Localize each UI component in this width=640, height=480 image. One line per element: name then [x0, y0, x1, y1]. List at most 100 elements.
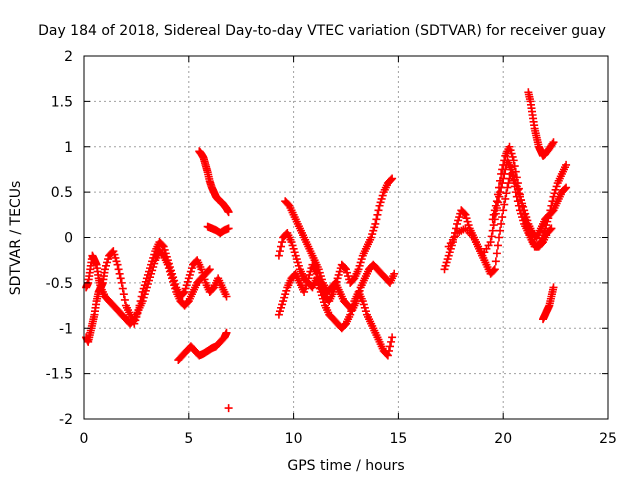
data-point [501, 194, 510, 203]
axis-ticks [83, 55, 609, 420]
data-point [384, 346, 393, 355]
data-point [499, 160, 508, 169]
data-point [373, 210, 382, 219]
data-point [179, 289, 188, 298]
data-point [511, 167, 520, 176]
data-point [471, 238, 480, 247]
data-point [500, 156, 509, 165]
x-tick-label: 10 [285, 431, 303, 447]
data-point [113, 260, 122, 269]
data-point [492, 197, 501, 206]
data-point [277, 242, 286, 251]
data-point [205, 265, 214, 274]
data-point [521, 215, 530, 224]
data-point [224, 224, 233, 233]
data-point [548, 197, 557, 206]
data-point [513, 179, 522, 188]
data-point [476, 247, 485, 256]
x-axis-label: GPS time / hours [287, 458, 404, 474]
data-point [488, 215, 497, 224]
data-point [383, 351, 392, 360]
x-tick-label: 0 [80, 431, 89, 447]
data-point [545, 210, 554, 219]
data-point [120, 295, 129, 304]
data-point [547, 201, 556, 210]
data-point [561, 184, 570, 193]
data-point [502, 189, 511, 198]
data-point [487, 232, 496, 241]
data-point [562, 183, 571, 192]
data-point [491, 201, 500, 210]
data-point [274, 251, 283, 260]
data-point [388, 174, 397, 183]
data-point [495, 233, 504, 242]
data-point [489, 221, 498, 230]
data-point [491, 257, 500, 266]
data-point [549, 283, 558, 292]
x-tick-labels: 0 5 10 15 20 25 [80, 431, 617, 447]
data-point [224, 208, 233, 217]
data-point [497, 169, 506, 178]
data-point [222, 328, 231, 337]
data-point [489, 266, 498, 275]
y-tick-label: -1.5 [46, 367, 73, 383]
data-point [492, 249, 501, 258]
data-point [549, 138, 558, 147]
data-point [371, 219, 380, 228]
y-tick-label: -0.5 [46, 276, 73, 292]
x-tick-label: 5 [184, 431, 193, 447]
data-point [340, 264, 349, 273]
y-tick-label: 1.5 [51, 94, 73, 110]
y-tick-label: 0 [64, 231, 73, 247]
x-tick-label: 15 [389, 431, 407, 447]
y-tick-label: 2 [64, 49, 73, 65]
data-point [497, 219, 506, 228]
data-point [386, 342, 395, 351]
data-point [117, 278, 126, 287]
data-point [119, 290, 128, 299]
data-point [374, 206, 383, 215]
data-point [118, 284, 127, 293]
data-point [489, 210, 498, 219]
data-point [388, 333, 397, 342]
data-point [519, 206, 528, 215]
data-point [518, 201, 527, 210]
data-point [495, 183, 504, 192]
data-point [114, 265, 123, 274]
data-point [275, 247, 284, 256]
data-point [474, 242, 483, 251]
x-tick-label: 20 [494, 431, 512, 447]
data-point [498, 213, 507, 222]
data-point [547, 224, 556, 233]
data-point [158, 241, 167, 250]
data-point [520, 210, 529, 219]
data-point [493, 241, 502, 250]
data-point [517, 196, 526, 205]
data-point [116, 274, 125, 283]
y-tick-label: -2 [59, 412, 73, 428]
data-point [498, 165, 507, 174]
data-point [490, 206, 499, 215]
data-point [387, 337, 396, 346]
data-point [469, 233, 478, 242]
data-points [82, 88, 571, 413]
data-point [510, 162, 519, 171]
data-point [224, 404, 233, 413]
data-point [496, 176, 505, 185]
data-point [460, 209, 469, 218]
data-point [500, 200, 509, 209]
y-tick-labels: 2 1.5 1 0.5 0 -0.5 -1 -1.5 -2 [46, 49, 73, 428]
data-point [546, 206, 555, 215]
y-tick-label: -1 [59, 321, 73, 337]
y-tick-label: 0.5 [51, 185, 73, 201]
data-point [222, 292, 231, 301]
data-point [493, 190, 502, 199]
data-point [546, 225, 555, 234]
data-point [499, 206, 508, 215]
data-point [488, 226, 497, 235]
data-point [486, 238, 495, 247]
data-point [514, 184, 523, 193]
data-point [204, 266, 213, 275]
y-axis-label: SDTVAR / TECUs [8, 181, 24, 296]
